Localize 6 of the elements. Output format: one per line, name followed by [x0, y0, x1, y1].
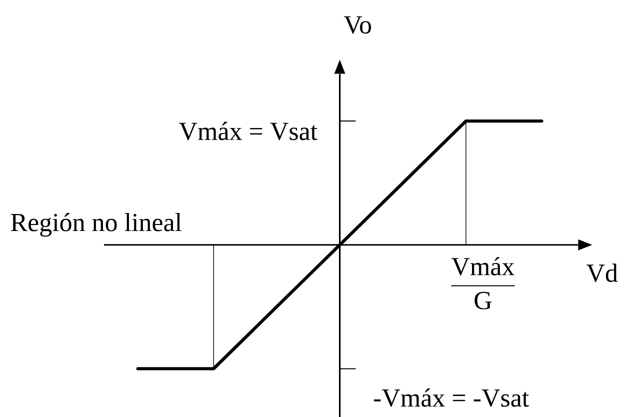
text: -Vmáx = -Vsat: [374, 388, 529, 407]
x-axis-title: Vd: [586, 264, 618, 282]
y-axis-title: Vo: [344, 16, 372, 34]
annotation: Región no lineal: [10, 212, 182, 237]
annotation: $\frac{\text{Vmáx}}{\text{G}}$: [451, 257, 515, 310]
annotation: Vmáx = Vsat: [179, 122, 318, 140]
